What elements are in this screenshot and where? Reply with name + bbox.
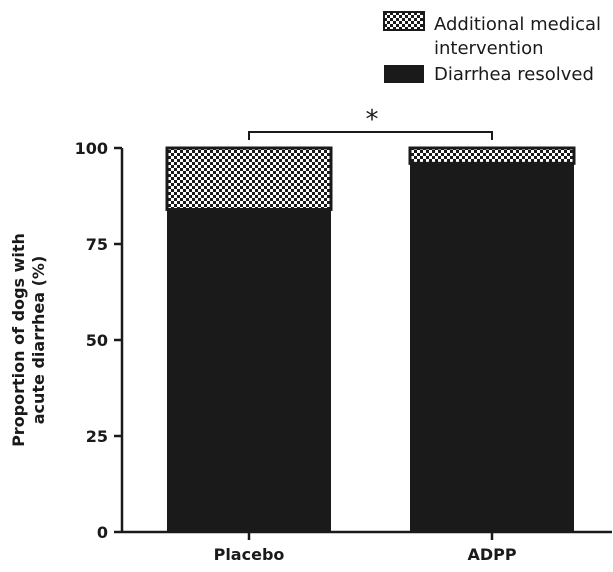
y-axis-title-line2: acute diarrhea (%) — [29, 256, 48, 425]
y-axis-title-line1: Proportion of dogs with — [9, 233, 28, 447]
legend-swatch-additional-intervention — [383, 11, 425, 31]
bar-segment-diarrhea-resolved-adpp — [410, 163, 574, 533]
y-tick-label: 25 — [86, 427, 108, 446]
legend-label-additional-intervention-line2: intervention — [434, 38, 544, 59]
plot-area: 0 25 50 75 100 Placebo ADPP — [75, 139, 612, 564]
x-tick-label-adpp: ADPP — [467, 545, 516, 564]
legend-label-diarrhea-resolved: Diarrhea resolved — [434, 64, 594, 85]
bar-segment-additional-intervention-placebo — [165, 146, 333, 211]
y-tick-label: 50 — [86, 331, 108, 350]
significance-bracket: * — [248, 105, 493, 140]
y-tick-label: 100 — [75, 139, 108, 158]
legend-swatch-diarrhea-resolved — [384, 65, 424, 83]
x-tick-label-placebo: Placebo — [214, 545, 285, 564]
y-tick-label: 0 — [97, 523, 108, 542]
significance-bracket-line — [248, 131, 493, 140]
y-axis-title: Proportion of dogs with acute diarrhea (… — [9, 233, 48, 447]
bar-segment-diarrhea-resolved-placebo — [167, 209, 331, 532]
bar-segment-additional-intervention-adpp — [408, 146, 576, 165]
legend-label-additional-intervention-line1: Additional medical — [434, 14, 601, 35]
significance-star: * — [366, 105, 379, 135]
y-tick-label: 75 — [86, 235, 108, 254]
legend: Additional medical intervention Diarrhea… — [383, 11, 601, 85]
